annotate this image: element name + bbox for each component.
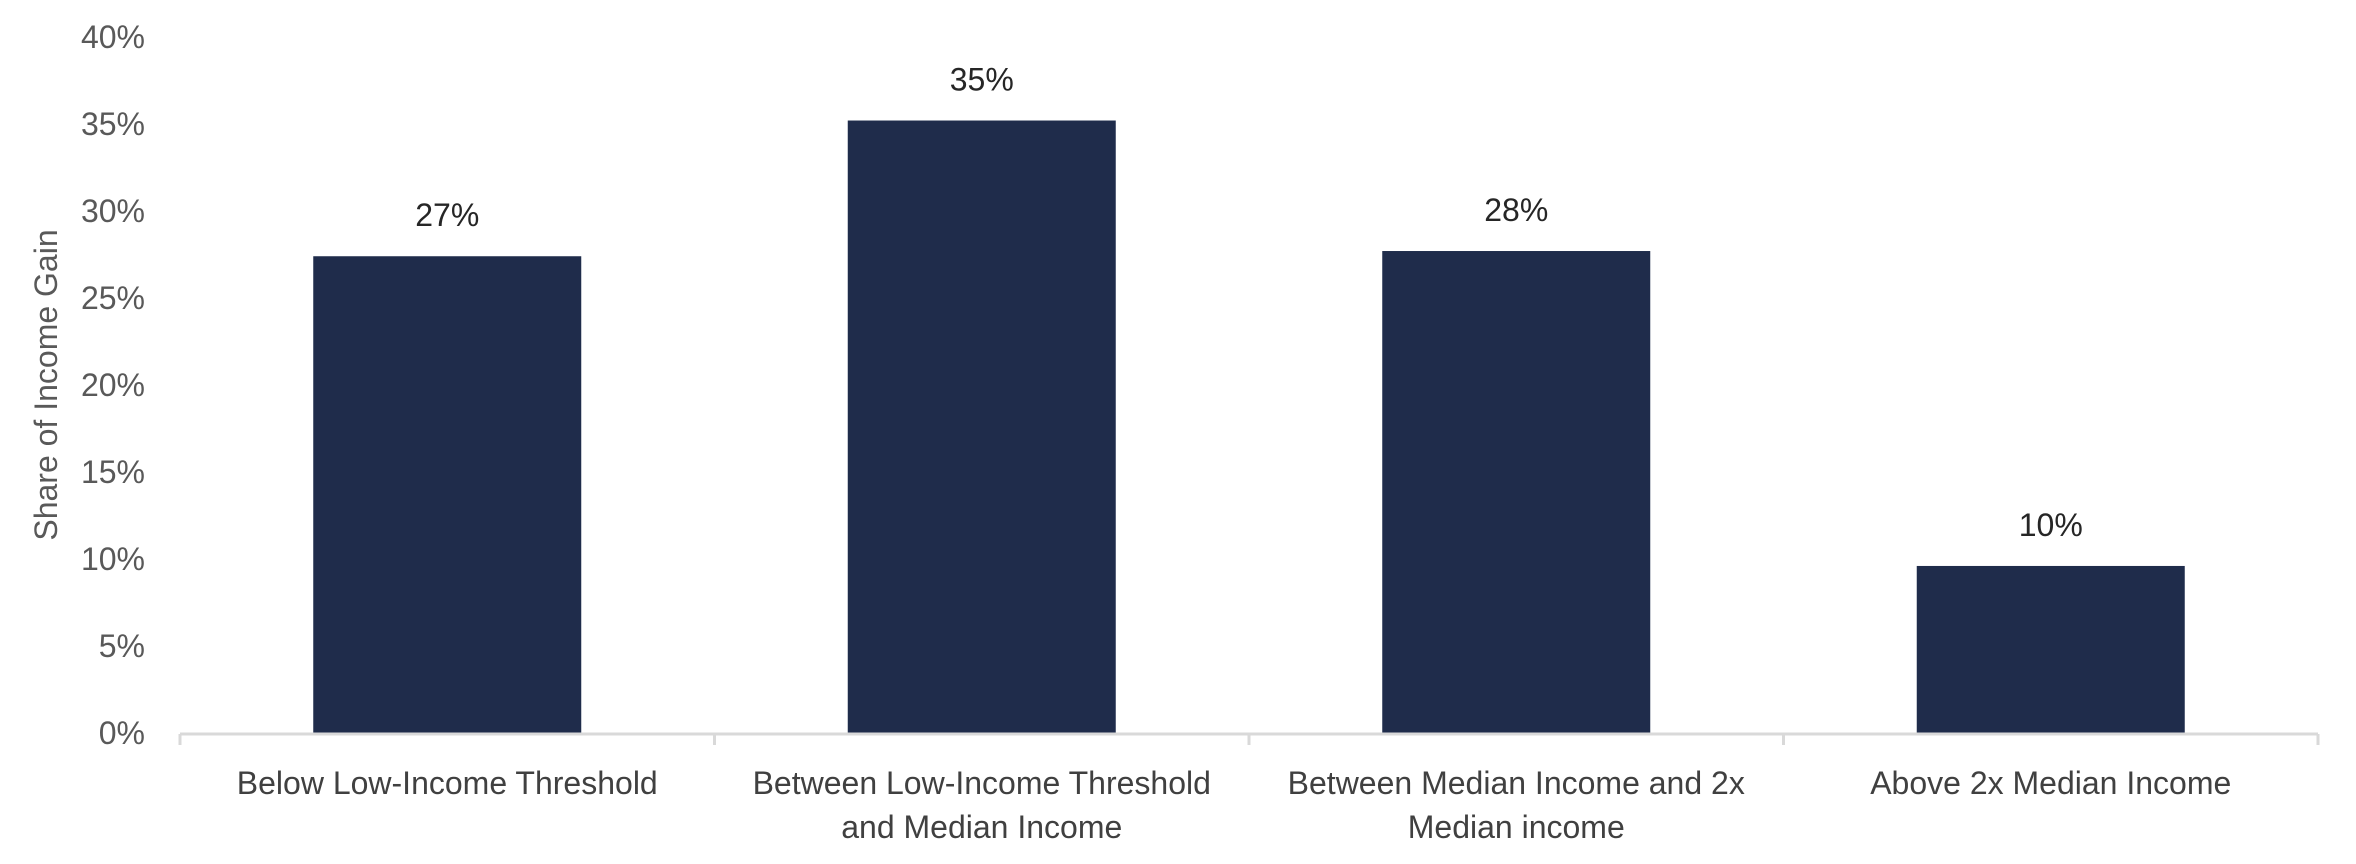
y-tick-label: 35%: [81, 106, 145, 142]
y-axis-title-group: Share of Income Gain: [28, 229, 64, 540]
x-category-label: Above 2x Median Income: [1870, 765, 2231, 801]
y-axis-title: Share of Income Gain: [28, 229, 64, 540]
y-tick-label: 20%: [81, 367, 145, 403]
bar: [847, 120, 1116, 733]
x-axis-category-labels: Below Low-Income Threshold Between Low-In…: [237, 765, 2232, 845]
data-label: 28%: [1484, 192, 1548, 228]
y-axis-ticks: 0% 5% 10% 15% 20% 25% 30% 35% 40%: [81, 19, 145, 751]
bars: [313, 120, 2185, 733]
x-category-label: Between Low-Income Threshold: [753, 765, 1211, 801]
y-tick-label: 10%: [81, 541, 145, 577]
y-tick-label: 40%: [81, 19, 145, 55]
bar: [1916, 565, 2185, 733]
data-label: 35%: [950, 62, 1014, 98]
x-category-label: and Median Income: [841, 809, 1122, 845]
bar: [1382, 251, 1651, 733]
y-tick-label: 25%: [81, 280, 145, 316]
x-axis: [178, 732, 2320, 745]
x-category-label: Median income: [1408, 809, 1625, 845]
y-tick-label: 15%: [81, 454, 145, 490]
y-tick-label: 30%: [81, 193, 145, 229]
x-category-label: Below Low-Income Threshold: [237, 765, 658, 801]
x-category-label: Between Median Income and 2x: [1288, 765, 1745, 801]
y-tick-label: 0%: [99, 715, 145, 751]
data-label: 10%: [2019, 507, 2083, 543]
y-tick-label: 5%: [99, 628, 145, 664]
data-labels: 27% 35% 28% 10%: [415, 62, 2083, 543]
bar: [313, 256, 582, 733]
data-label: 27%: [415, 197, 479, 233]
